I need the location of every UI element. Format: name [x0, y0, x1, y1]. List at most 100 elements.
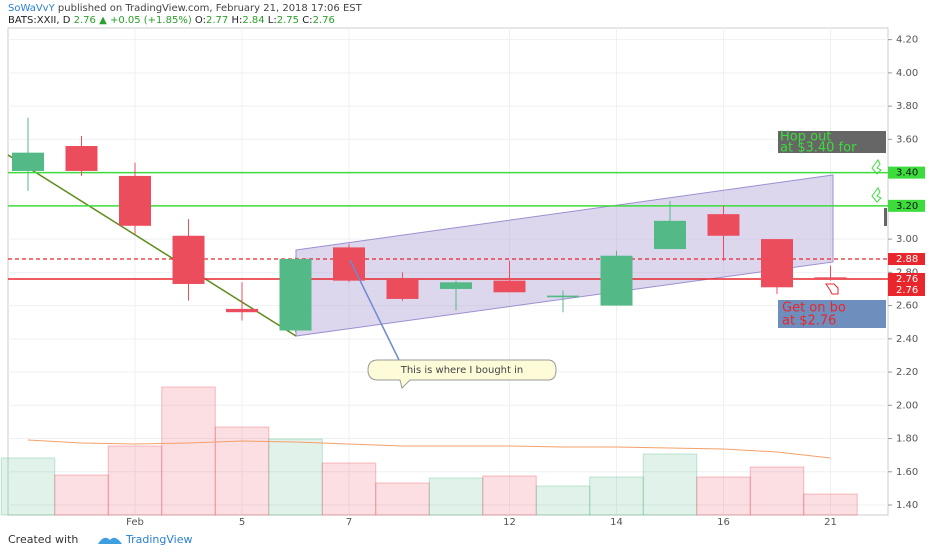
plot-frame — [7, 27, 889, 516]
y-tick-label: 1.60 — [896, 467, 918, 478]
candle-body — [761, 239, 793, 288]
footer-bg — [0, 530, 932, 550]
price-tag-label: 2.76 — [896, 285, 918, 296]
price-tag — [888, 253, 925, 266]
scroll-marker — [884, 208, 887, 226]
price-tag-label: 2.88 — [896, 254, 918, 265]
x-tick-label: 21 — [824, 517, 837, 528]
ohlc-label: L: — [268, 15, 277, 26]
candle-body — [386, 278, 419, 299]
y-tick-label: 1.40 — [896, 500, 918, 511]
footer-created: Created with — [8, 533, 78, 546]
hop-out-text: Hop out — [780, 130, 831, 145]
ohlc-value: 2.76 — [313, 15, 335, 26]
candle-body — [172, 235, 205, 284]
hand-icon — [825, 283, 839, 295]
candle-body — [65, 146, 98, 171]
callout-bubble — [367, 359, 557, 389]
candle-body — [333, 247, 365, 281]
y-tick-label: 3.00 — [896, 234, 918, 245]
candle-body — [814, 277, 847, 279]
candle-body — [440, 282, 472, 289]
price-tag-label: 2.76 — [896, 274, 918, 285]
price-tag — [888, 272, 925, 285]
price-tag-label: 3.20 — [896, 201, 918, 212]
y-tick-label: 2.00 — [896, 400, 918, 411]
author: SoWaVvY — [8, 3, 56, 14]
volume-bar — [375, 482, 430, 516]
volume-bar — [589, 476, 644, 516]
candle-body — [119, 175, 151, 226]
ohlc-value: 2.84 — [242, 15, 264, 26]
get-on-text: at $2.76 — [782, 314, 836, 329]
volume-bar — [428, 477, 484, 516]
volume-bar — [642, 453, 698, 516]
x-tick-label: 5 — [239, 517, 245, 528]
candle-body — [707, 214, 740, 236]
volume-bar — [535, 485, 591, 516]
price-tag — [888, 283, 925, 296]
volume-bar — [161, 386, 216, 516]
y-tick-label: 2.80 — [896, 267, 918, 278]
x-tick-label: 16 — [717, 517, 730, 528]
get-on-text: Get on bo — [782, 301, 846, 316]
hop-out-text: at $3.40 for — [780, 141, 857, 156]
ohlc-value: 2.77 — [206, 15, 228, 26]
candle-body — [493, 280, 526, 293]
y-tick-label: 2.40 — [896, 334, 918, 345]
candle-body — [600, 255, 633, 306]
candle-body — [654, 220, 686, 250]
get-on-box — [778, 300, 886, 328]
hop-out-box — [778, 131, 886, 153]
ohlc-label: H: — [231, 15, 242, 26]
y-tick-label: 2.60 — [896, 301, 918, 312]
y-tick-label: 2.20 — [896, 367, 918, 378]
price-tag — [888, 166, 925, 179]
volume-bar — [107, 445, 163, 516]
y-tick-label: 3.60 — [896, 134, 918, 145]
callout-text: This is where I bought in — [400, 365, 524, 376]
y-tick-label: 3.80 — [896, 101, 918, 112]
y-tick-label: 1.80 — [896, 434, 918, 445]
header-line: SoWaVvY published on TradingView.com, Fe… — [8, 3, 363, 14]
foreground-layer: 1.40 1.60 1.80 2.00 2.20 2.40 2.60 2.80 3.00 3.20… — [8, 35, 925, 528]
symbol-line: BATS:XXII, D 2.76 ▲ +0.05 (+1.85%) O:2.7… — [8, 15, 335, 26]
volume-ma-line — [27, 439, 831, 459]
logo — [98, 537, 122, 544]
callout-pointer — [349, 259, 401, 363]
trend-line — [7, 154, 297, 337]
change: +0.05 (+1.85%) — [110, 15, 192, 26]
last: 2.76 — [74, 15, 96, 26]
x-tick-label: 14 — [610, 517, 623, 528]
volume-bar — [749, 466, 805, 516]
price-tag-label: 3.40 — [896, 168, 918, 179]
volume-bar — [321, 462, 377, 516]
ohlc-value: 2.75 — [277, 15, 299, 26]
published: published on TradingView.com, February 2… — [58, 3, 363, 14]
candle-body — [279, 259, 312, 331]
x-tick-label: Feb — [126, 517, 144, 528]
arrow: ▲ — [99, 15, 107, 26]
volume-bar — [0, 457, 56, 516]
volume-bar — [482, 475, 537, 516]
x-tick-label: 12 — [503, 517, 516, 528]
candle-body — [12, 152, 44, 171]
ohlc-label: O: — [195, 15, 206, 26]
candle-body — [547, 295, 579, 298]
volume-bar — [696, 476, 751, 516]
volume-bar — [214, 426, 270, 516]
y-tick-label: 4.00 — [896, 68, 918, 79]
volume-bar — [268, 438, 323, 516]
footer-brand[interactable]: TradingView — [125, 533, 192, 546]
volume-bar — [54, 474, 109, 516]
ohlc-label: C: — [302, 15, 312, 26]
hand-icon — [871, 159, 882, 203]
candle-body — [226, 308, 258, 313]
price-tag — [888, 199, 925, 212]
volume-bar — [803, 493, 858, 516]
symbol: BATS:XXII, D — [8, 15, 71, 26]
x-tick-label: 7 — [346, 517, 352, 528]
y-tick-label: 4.20 — [896, 35, 918, 46]
